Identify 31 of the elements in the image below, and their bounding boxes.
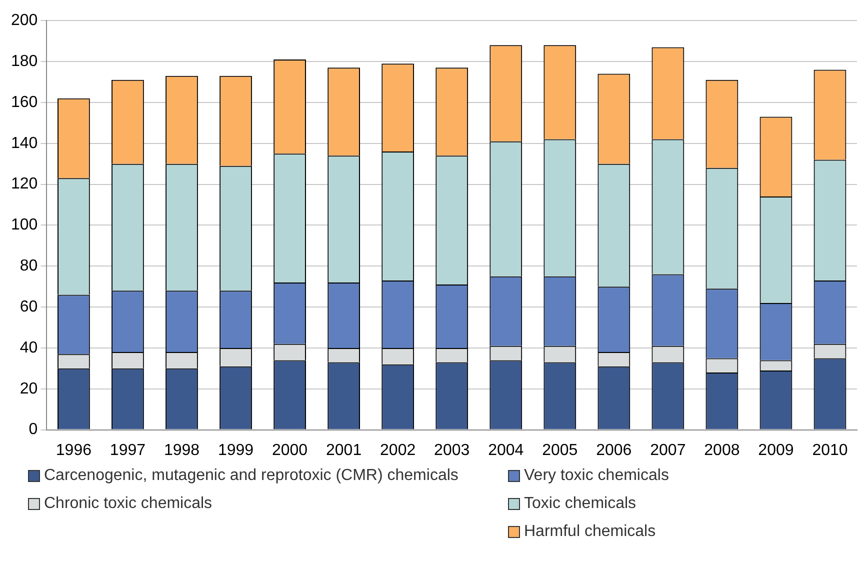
y-tick-label: 120 — [10, 176, 38, 193]
legend-label: Toxic chemicals — [524, 495, 636, 513]
x-tick-label: 2009 — [758, 442, 794, 459]
x-tick-label: 2005 — [542, 442, 578, 459]
x-tick-label: 2010 — [812, 442, 848, 459]
x-tick-label: 2002 — [380, 442, 416, 459]
x-tick-label: 2004 — [488, 442, 524, 459]
x-tick-label: 2003 — [434, 442, 470, 459]
y-tick-label: 80 — [20, 258, 38, 275]
y-tick-label: 160 — [10, 94, 38, 111]
y-tick-label: 0 — [28, 421, 38, 438]
y-tick-label: 60 — [20, 298, 38, 316]
x-tick-label: 2008 — [704, 442, 740, 459]
legend-label: Carcenogenic, mutagenic and reprotoxic (CMR) chemicals — [44, 467, 458, 485]
x-tick-label: 2007 — [650, 442, 686, 459]
x-tick-label: 2000 — [272, 442, 308, 459]
x-tick-label: 2006 — [596, 442, 632, 459]
legend-label: Chronic toxic chemicals — [44, 495, 212, 513]
y-tick-label: 100 — [10, 216, 38, 234]
x-tick-label: 2001 — [326, 442, 362, 459]
y-tick-label: 20 — [20, 380, 38, 398]
x-tick-label: 1998 — [164, 442, 200, 459]
y-tick-label: 180 — [10, 52, 38, 70]
x-tick-label: 1997 — [110, 442, 146, 459]
legend-label: Harmful chemicals — [524, 523, 656, 541]
y-tick-label: 140 — [10, 134, 38, 152]
legend-label: Very toxic chemicals — [524, 467, 669, 485]
y-tick-label: 40 — [20, 339, 38, 356]
x-tick-label: 1999 — [218, 442, 254, 459]
x-tick-label: 1996 — [56, 442, 92, 459]
y-tick-label: 200 — [10, 12, 38, 30]
